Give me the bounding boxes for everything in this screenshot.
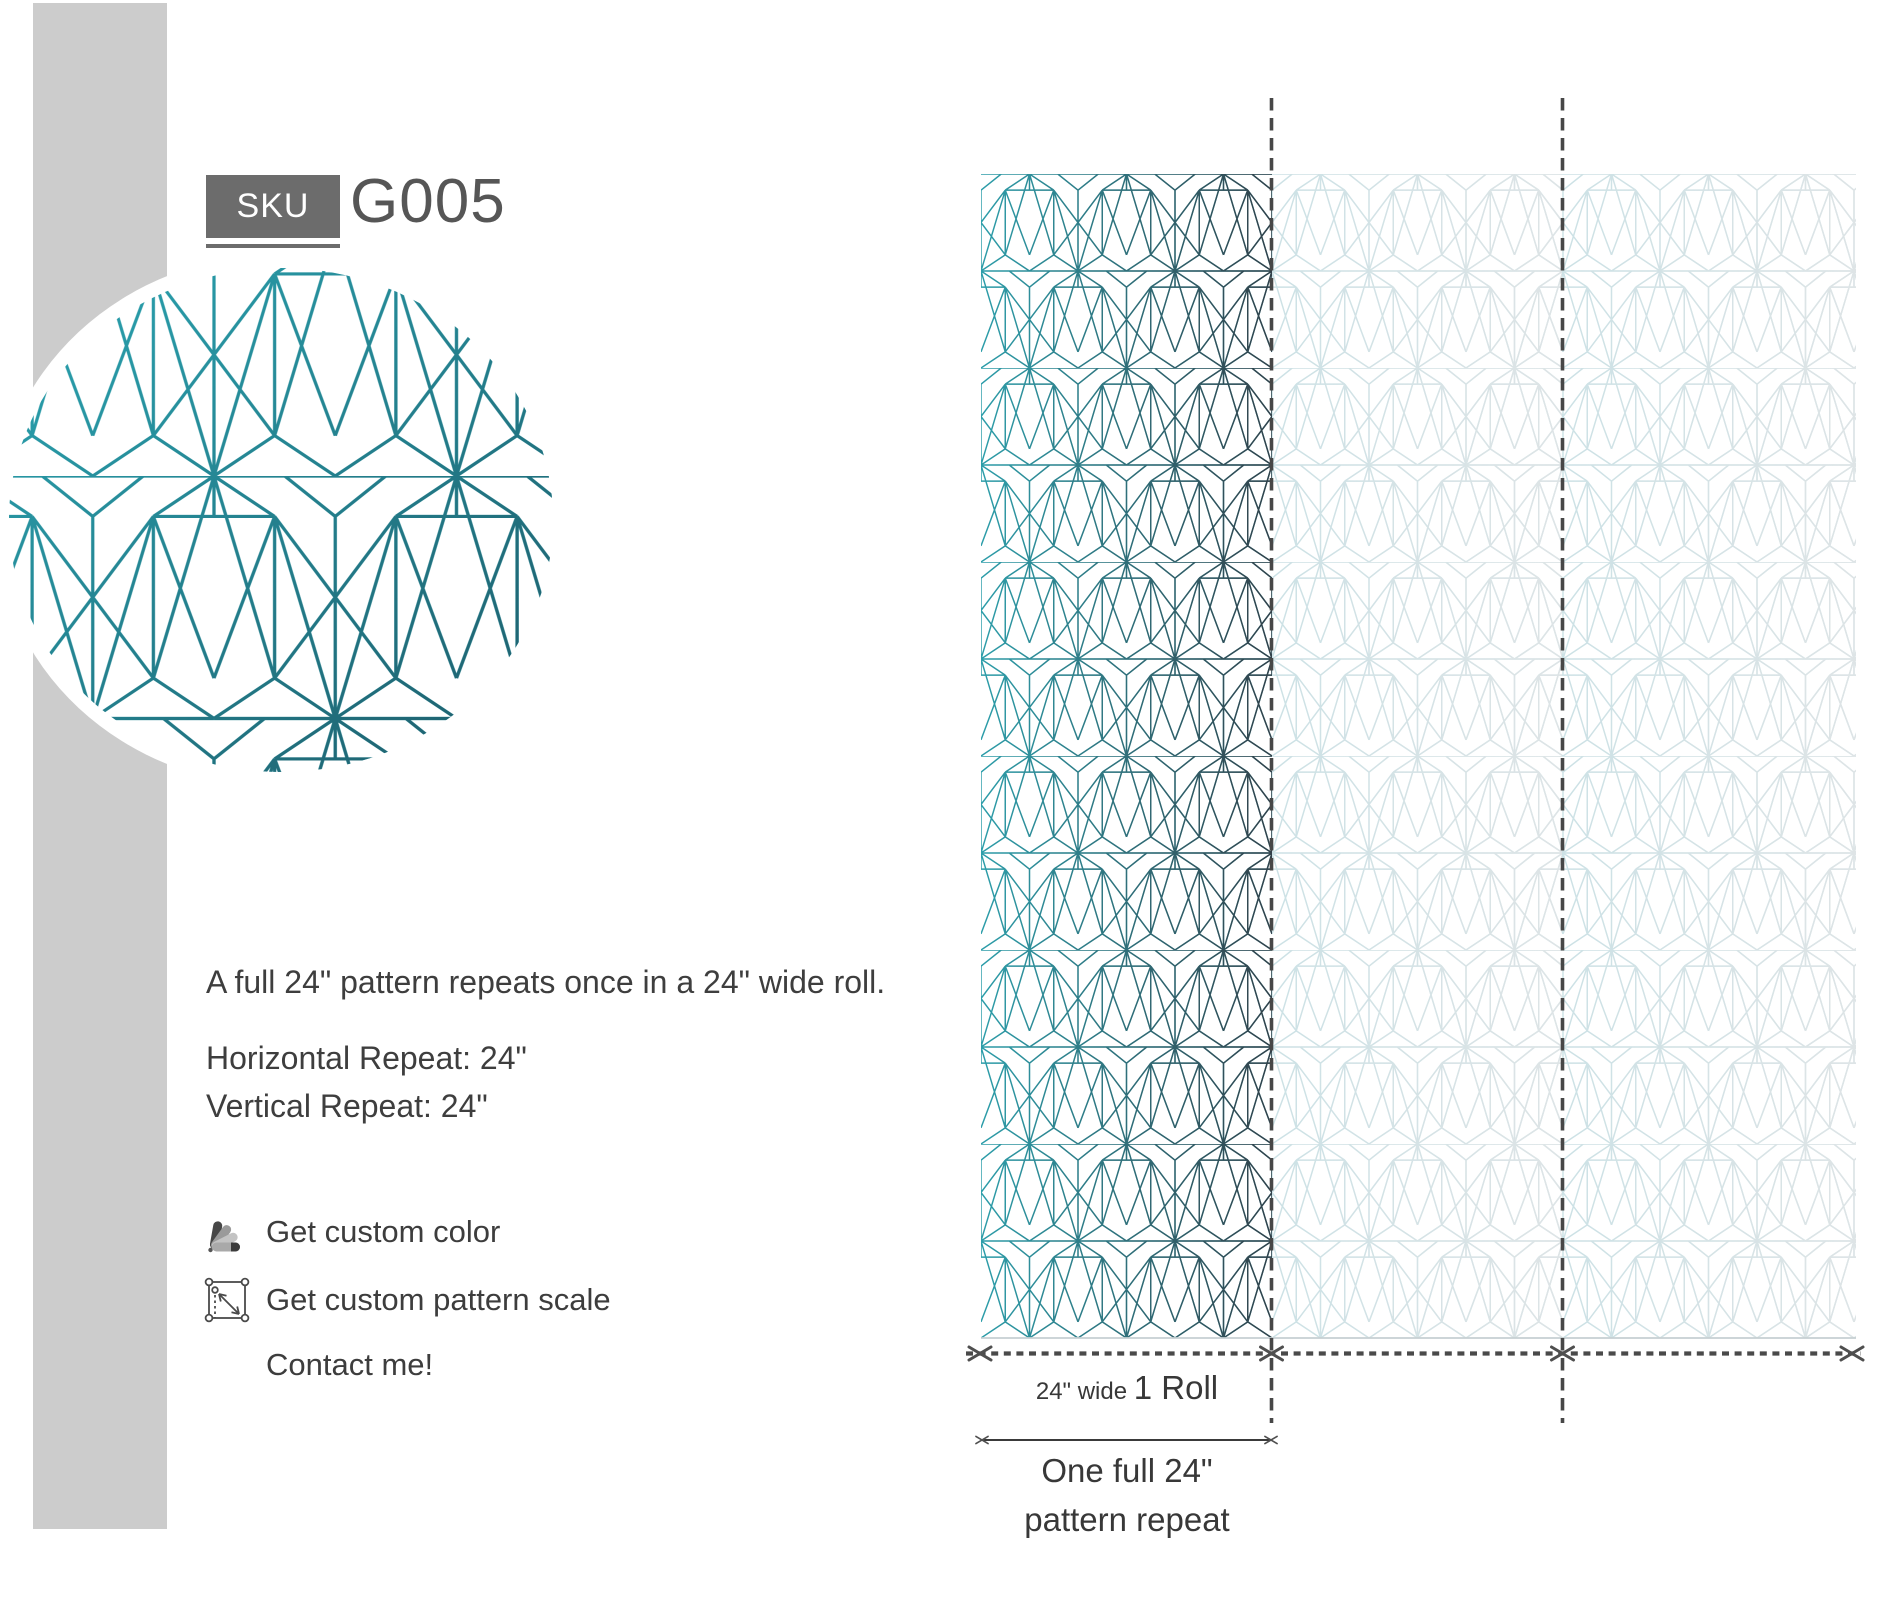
scale-icon <box>204 1277 250 1323</box>
vertical-repeat-text: Vertical Repeat: 24" <box>206 1088 488 1124</box>
option-label: Get custom pattern scale <box>266 1282 611 1317</box>
roll-width-big-text: 1 Roll <box>1133 1369 1219 1406</box>
roll-width-label: 24" wide 1 Roll <box>982 1369 1272 1407</box>
horizontal-repeat-text: Horizontal Repeat: 24" <box>206 1040 527 1076</box>
option-label: Contact me! <box>266 1347 434 1382</box>
pattern-repeat-line2: pattern repeat <box>1024 1501 1230 1538</box>
option-contact: Contact me! <box>204 1340 433 1390</box>
palette-icon <box>208 1221 240 1253</box>
left-accent-bar <box>33 3 167 1529</box>
roll-width-small-text: 24" wide <box>1035 1378 1134 1405</box>
pattern-repeat-label: One full 24" pattern repeat <box>967 1446 1287 1544</box>
roll-3-faint <box>1562 174 1856 1338</box>
pattern-description: A full 24" pattern repeats once in a 24"… <box>206 964 886 1000</box>
pattern-repeat-line1: One full 24" <box>1041 1452 1213 1489</box>
roll-1-pattern <box>981 174 1272 1338</box>
option-custom-color: Get custom color <box>204 1207 500 1257</box>
sku-value: G005 <box>350 167 506 236</box>
sku-label: SKU <box>236 187 310 225</box>
pattern-preview-circle <box>0 254 567 786</box>
roll-2-faint <box>1272 174 1562 1338</box>
cut-marker-icon <box>1839 1345 1865 1362</box>
sku-underline <box>206 244 340 248</box>
option-custom-scale: Get custom pattern scale <box>204 1275 611 1325</box>
sku-label-box: SKU <box>206 175 340 238</box>
option-label: Get custom color <box>266 1214 501 1249</box>
icon-spacer <box>204 1342 250 1388</box>
